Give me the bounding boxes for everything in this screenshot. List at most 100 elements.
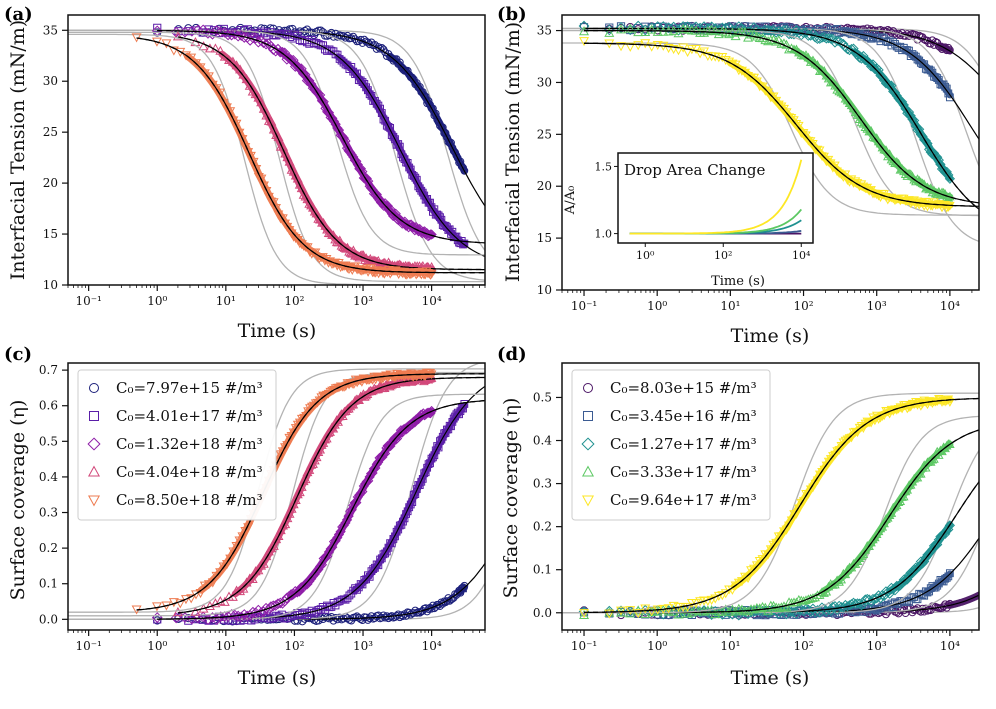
panel-d-plot: 10⁻¹ 10⁰ 10¹ 10² 10³ 10⁴ 0.0 0.1 0.2 0.3 0.4 0.5: [533, 362, 980, 653]
axes-frame: [561, 14, 980, 291]
x-tick-label: 10³: [353, 639, 373, 653]
panel-a-plot: 10⁻¹ 10⁰ 10¹ 10² 10³ 10⁴ 10 15 20 25 30 35: [43, 14, 486, 308]
panel-c-plot: 10⁻¹ 10⁰ 10¹ 10² 10³ 10⁴ 0.0 0.1 0.2 0.3 0.4 0.5 0.6…: [39, 362, 486, 653]
data-point: [186, 594, 197, 604]
data-point: [349, 32, 358, 41]
panel-b-tag: (b): [497, 4, 527, 25]
data-point: [870, 605, 879, 614]
inset-frame: [617, 152, 814, 244]
inset-layer: 10⁰ 10² 10⁴ 1.0 1.5: [595, 159, 811, 262]
data-point: [757, 601, 768, 612]
plot-area: [562, 20, 979, 243]
data-point: [842, 601, 853, 612]
fit-curve-dashed: [584, 42, 979, 207]
y-tick-label: 0.0: [533, 606, 552, 620]
legend-marker: [581, 495, 595, 507]
data-point: [786, 597, 797, 607]
y-tick-label: 0.4: [39, 470, 58, 484]
data-point: [323, 601, 332, 610]
data-point: [633, 26, 644, 37]
y-tick-label: 0.4: [533, 434, 552, 448]
data-point: [673, 46, 684, 56]
y-tick-label: 0.3: [533, 477, 552, 491]
inset-series-line: [629, 159, 803, 235]
y-tick-label: 20: [537, 179, 552, 193]
data-point: [694, 22, 706, 34]
data-point: [335, 613, 344, 622]
x-tick-label: 10²: [284, 294, 304, 308]
data-point: [247, 606, 259, 618]
data-point: [702, 26, 713, 36]
data-point: [263, 611, 272, 620]
fit-curve-dashed: [157, 399, 485, 620]
model-curve-grey: [68, 29, 485, 256]
fit-curve-dashed: [136, 373, 485, 611]
panel-a-ylabel: Interfacial Tension (mN/m): [7, 20, 29, 280]
data-point: [215, 26, 227, 38]
data-point: [579, 609, 590, 619]
x-tick-label: 10²: [793, 299, 813, 313]
y-tick-label: 0.3: [39, 506, 58, 520]
data-point: [855, 30, 864, 38]
data-point: [663, 606, 674, 616]
data-point: [604, 27, 615, 37]
inset-xlabel: Time (s): [711, 274, 765, 289]
x-tick-label: 10⁰: [147, 294, 167, 308]
data-point: [849, 607, 858, 616]
data-point: [781, 39, 792, 49]
inset-x-tick-label: 10⁰: [636, 249, 655, 262]
data-point: [798, 27, 809, 39]
legend-marker: [581, 437, 595, 451]
plot-area: [562, 392, 979, 621]
data-point: [727, 27, 738, 37]
data-point: [192, 612, 204, 624]
fit-curve-dashed: [157, 29, 485, 244]
x-tick-label: 10⁴: [940, 299, 960, 313]
fit-curve-dashed: [177, 36, 485, 271]
data-point: [821, 33, 832, 44]
data-point: [215, 596, 226, 606]
data-point: [646, 24, 657, 34]
data-point: [800, 603, 812, 615]
x-tick-label: 10⁻¹: [75, 294, 101, 308]
data-point: [763, 605, 774, 615]
panel-c-tag: (c): [4, 344, 32, 365]
data-point: [269, 613, 278, 622]
data-point: [668, 21, 680, 33]
data-point: [247, 32, 259, 44]
data-point: [625, 23, 636, 33]
data-point: [229, 609, 241, 621]
legend-marker: [583, 411, 593, 421]
data-point: [604, 609, 615, 619]
fit-curve-dashed: [177, 376, 485, 614]
data-point: [781, 602, 792, 612]
legend-entry: C₀=1.27e+17 #/m³: [610, 435, 757, 453]
x-tick-label: 10⁰: [147, 639, 167, 653]
model-curve-grey: [68, 33, 485, 285]
data-point: [579, 609, 590, 620]
data-point: [823, 33, 834, 44]
data-point: [765, 606, 777, 618]
data-point: [172, 31, 183, 41]
y-tick-label: 0.6: [39, 399, 58, 413]
data-point: [682, 47, 693, 58]
data-point: [891, 598, 899, 607]
data-point: [646, 607, 657, 617]
data-point: [399, 612, 407, 621]
data-point: [192, 24, 204, 36]
data-point: [616, 42, 626, 52]
data-point: [258, 606, 269, 618]
legend-frame: [571, 369, 771, 521]
data-point: [434, 600, 443, 609]
inset-y-tick-label: 1.5: [595, 160, 613, 173]
data-point: [625, 42, 636, 52]
data-point: [863, 607, 872, 616]
data-point: [250, 32, 262, 44]
data-point: [883, 600, 892, 609]
data-point: [668, 606, 679, 616]
data-point: [849, 29, 858, 37]
data-point: [682, 602, 693, 612]
legend-frame: [77, 369, 277, 521]
model-curve-grey: [68, 393, 485, 620]
